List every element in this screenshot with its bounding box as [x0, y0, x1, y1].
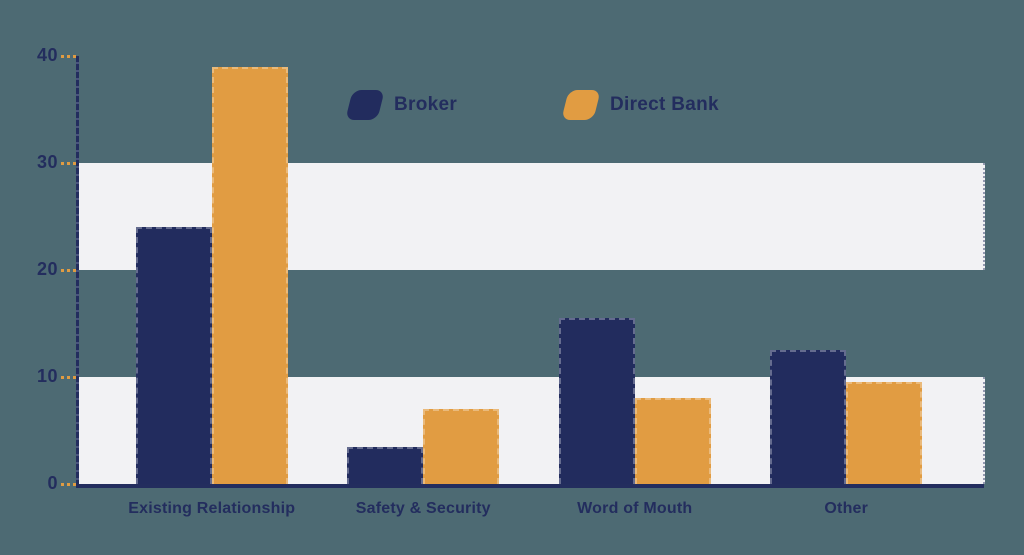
x-category-label: Word of Mouth [577, 500, 693, 517]
legend-label-broker: Broker [394, 94, 458, 115]
bar-broker-other [770, 350, 847, 484]
y-tick-mark [61, 483, 76, 486]
y-tick-mark [61, 376, 76, 379]
bar-direct-bank-existing-relationship [211, 66, 288, 484]
bar-direct-bank-safety-security [423, 409, 500, 484]
y-tick-mark [61, 269, 76, 272]
bar-direct-bank-word-of-mouth [634, 398, 711, 484]
bar-broker-existing-relationship [135, 227, 212, 484]
legend-item-direct-bank: Direct Bank [561, 90, 719, 120]
y-tick-label: 30 [36, 152, 58, 172]
y-axis [76, 56, 79, 485]
y-tick-label: 0 [47, 473, 58, 493]
bar-direct-bank-other [846, 382, 923, 484]
y-tick-mark [61, 162, 76, 165]
legend-item-broker: Broker [345, 90, 458, 120]
y-tick-label: 20 [36, 259, 58, 279]
x-category-label: Other [824, 500, 869, 517]
bar-broker-safety-security [347, 446, 424, 484]
legend-swatch-direct-bank-icon [561, 90, 601, 120]
x-category-label: Existing Relationship [128, 500, 296, 517]
x-category-label: Safety & Security [355, 500, 491, 517]
y-tick-label: 10 [36, 366, 58, 386]
legend-label-direct-bank: Direct Bank [610, 94, 719, 115]
bar-broker-word-of-mouth [558, 318, 635, 484]
legend-swatch-broker-icon [345, 90, 385, 120]
y-tick-mark [61, 55, 76, 58]
x-axis [76, 484, 984, 488]
y-tick-label: 40 [36, 45, 58, 65]
